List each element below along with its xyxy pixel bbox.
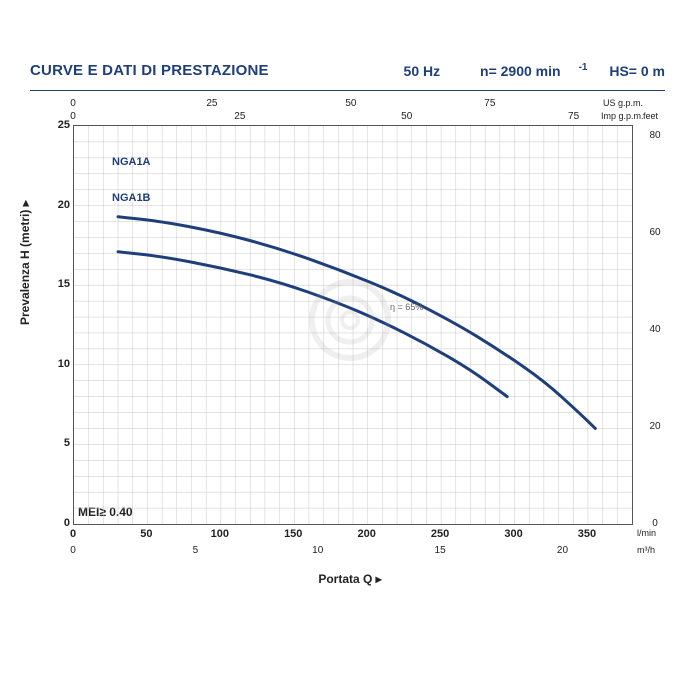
- series-label: NGA1A: [112, 156, 151, 168]
- axis-tick: 200: [347, 528, 387, 540]
- axis-unit: feet: [643, 111, 658, 121]
- axis-unit: US g.p.m.: [603, 98, 643, 108]
- axis-tick: 150: [273, 528, 313, 540]
- axis-tick: 15: [30, 278, 70, 290]
- axis-tick: 75: [470, 98, 510, 109]
- axis-tick: 50: [387, 111, 427, 122]
- axis-tick: 20: [542, 545, 582, 556]
- axis-tick: 300: [494, 528, 534, 540]
- axis-tick: 10: [298, 545, 338, 556]
- axis-tick: 5: [30, 437, 70, 449]
- axis-unit: m³/h: [637, 545, 655, 555]
- axis-tick: 40: [635, 324, 675, 335]
- y-axis-label: Prevalenza H (metri) ▸: [18, 200, 32, 325]
- axis-tick: 0: [53, 545, 93, 556]
- axis-unit: l/min: [637, 528, 656, 538]
- axis-tick: 0: [53, 98, 93, 109]
- axis-tick: 250: [420, 528, 460, 540]
- axis-tick: 0: [53, 111, 93, 122]
- axis-tick: 80: [635, 130, 675, 141]
- efficiency-label: η = 65%: [390, 302, 423, 312]
- freq-label: 50 Hz: [404, 63, 441, 79]
- axis-tick: 15: [420, 545, 460, 556]
- axis-tick: 75: [554, 111, 594, 122]
- hs-label: HS= 0 m: [609, 63, 665, 79]
- watermark-icon: [305, 275, 395, 365]
- series-label: NGA1B: [112, 192, 151, 204]
- axis-tick: 5: [175, 545, 215, 556]
- axis-tick: 20: [635, 421, 675, 432]
- page: CURVE E DATI DI PRESTAZIONE 50 Hz n= 290…: [0, 0, 700, 700]
- header-bar: CURVE E DATI DI PRESTAZIONE 50 Hz n= 290…: [30, 62, 665, 91]
- axis-tick: 25: [192, 98, 232, 109]
- axis-unit: Imp g.p.m.: [601, 111, 644, 121]
- axis-tick: 50: [331, 98, 371, 109]
- axis-tick: 350: [567, 528, 607, 540]
- axis-tick: 10: [30, 358, 70, 370]
- axis-tick: 60: [635, 227, 675, 238]
- axis-tick: 25: [220, 111, 260, 122]
- axis-tick: 0: [53, 528, 93, 540]
- axis-tick: 50: [126, 528, 166, 540]
- speed-label: n= 2900 min-1: [462, 63, 591, 79]
- x-axis-label: Portata Q ▸: [0, 572, 700, 586]
- axis-tick: 100: [200, 528, 240, 540]
- axis-tick: 20: [30, 199, 70, 211]
- header-params: 50 Hz n= 2900 min-1 HS= 0 m: [386, 62, 665, 79]
- page-title: CURVE E DATI DI PRESTAZIONE: [30, 62, 269, 79]
